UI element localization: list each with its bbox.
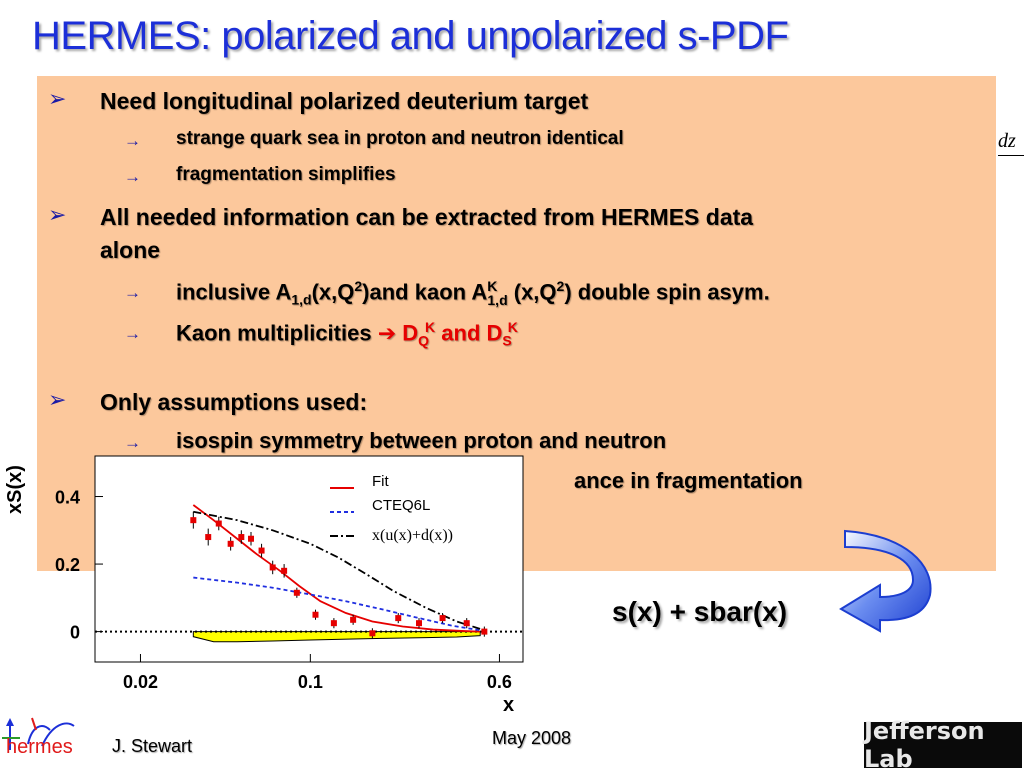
x-tick-label: 0.1	[298, 672, 323, 692]
footer-author: J. Stewart	[112, 736, 193, 756]
bullet-3-sub-2-partial: ance in fragmentation	[574, 468, 803, 493]
systematic-error-band	[192, 631, 481, 643]
bullet-3: Only assumptions used:	[100, 389, 368, 415]
data-point	[439, 615, 446, 622]
data-point	[330, 620, 337, 627]
plot-background	[95, 456, 523, 662]
data-point	[281, 567, 288, 574]
y-tick-label: 0.4	[55, 488, 80, 508]
bullet-1-sub-2: fragmentation simplifies	[176, 164, 396, 185]
sub-bullet-arrow-icon: →	[124, 433, 141, 452]
bullet-arrow-icon: ➢	[48, 202, 67, 227]
legend-label: CTEQ6L	[372, 497, 430, 514]
sub-bullet-arrow-icon: →	[124, 324, 141, 343]
data-point	[481, 628, 488, 635]
jefferson-lab-logo: Jefferson Lab	[864, 717, 1022, 773]
data-point	[190, 517, 197, 524]
x-tick-label: 0.6	[487, 672, 512, 692]
bullet-arrow-icon: ➢	[48, 86, 67, 111]
legend-label: Fit	[372, 473, 389, 490]
bullet-2-line-2: alone	[100, 237, 161, 263]
bullet-1-sub-1: strange quark sea in proton and neutron …	[176, 128, 624, 149]
sub-bullet-arrow-icon: →	[124, 283, 141, 302]
bullet-arrow-icon: ➢	[48, 387, 67, 412]
slide-title: HERMES: polarized and unpolarized s-PDF	[32, 14, 789, 58]
bullet-3-sub-1: isospin symmetry between proton and neut…	[176, 428, 667, 453]
hermes-logo-text: hermes	[6, 736, 73, 758]
y-tick-label: 0.2	[55, 555, 80, 575]
sub-bullet-arrow-icon: →	[124, 167, 141, 186]
data-point	[227, 540, 234, 547]
series-line-dashed	[193, 576, 481, 632]
sub-bullet-arrow-icon: →	[124, 131, 141, 150]
y-axis-label: xS(x)	[4, 465, 26, 514]
data-point	[248, 535, 255, 542]
y-tick-label: 0	[70, 623, 80, 643]
data-point	[312, 611, 319, 618]
data-point	[416, 620, 423, 627]
data-point	[205, 534, 212, 541]
bullet-2-line-1: All needed information can be extracted …	[100, 204, 754, 230]
data-point	[238, 534, 245, 541]
hermes-logo-icon	[2, 717, 75, 750]
data-point	[269, 564, 276, 571]
bullet-1: Need longitudinal polarized deuterium ta…	[100, 88, 589, 114]
data-point	[369, 630, 376, 637]
data-point	[215, 520, 222, 527]
background-formula-fragment: dz	[998, 130, 1024, 156]
implies-arrow-icon: ➔	[377, 320, 397, 346]
callout-label: s(x) + sbar(x)	[612, 596, 788, 627]
data-point	[258, 547, 265, 554]
data-point	[350, 616, 357, 623]
footer-date: May 2008	[492, 728, 572, 748]
curved-arrow-icon	[839, 529, 932, 633]
series-line-solid	[192, 504, 481, 633]
bullet-2-sub-2: Kaon multiplicities ➔ DQK and DSK	[176, 319, 518, 349]
x-axis-label: x	[503, 694, 515, 716]
plot-frame	[94, 455, 524, 663]
legend-label: x(u(x)+d(x))	[372, 527, 453, 544]
bullet-2-sub-1: inclusive A1,d(x,Q2)and kaon AK1,d (x,Q2…	[176, 278, 770, 308]
data-point	[395, 615, 402, 622]
x-tick-label: 0.02	[123, 672, 158, 692]
data-point	[463, 620, 470, 627]
data-point	[293, 589, 300, 596]
